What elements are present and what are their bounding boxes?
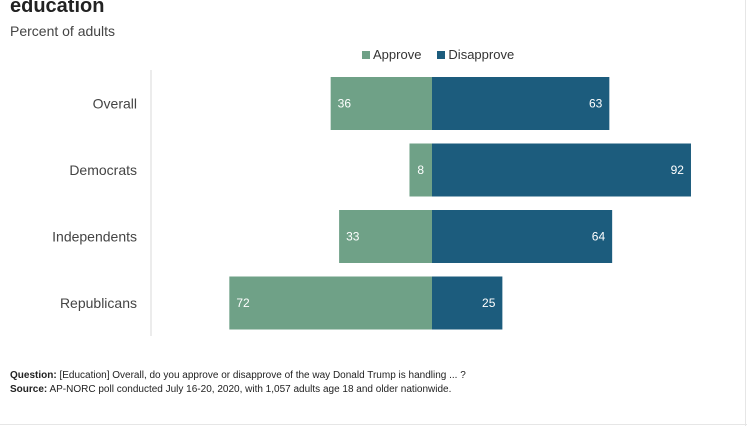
bar-disapprove-independents xyxy=(432,210,613,263)
bar-disapprove-republicans xyxy=(432,276,503,330)
value-label-approve-republicans: 72 xyxy=(236,296,250,310)
bar-chart: Overall 36 63 Democrats 8 92 Independents 33 64 R… xyxy=(52,70,691,336)
legend-label-approve: Approve xyxy=(373,47,422,62)
category-label-republicans: Republicans xyxy=(60,295,137,311)
value-label-approve-democrats: 8 xyxy=(417,163,424,177)
bar-approve-independents xyxy=(339,210,432,263)
value-label-disapprove-overall: 63 xyxy=(589,97,603,111)
question-text: [Education] Overall, do you approve or d… xyxy=(56,370,466,381)
bottom-divider xyxy=(0,424,747,425)
value-label-disapprove-independents: 64 xyxy=(592,230,606,244)
legend-item-approve: Approve xyxy=(362,47,421,62)
category-label-democrats: Democrats xyxy=(69,162,137,178)
bar-approve-overall xyxy=(330,77,432,130)
bar-approve-republicans xyxy=(229,276,432,330)
question-line: Question: [Education] Overall, do you ap… xyxy=(10,369,466,383)
chart-legend: Approve Disapprove xyxy=(362,47,514,62)
chart-footnote: Question: [Education] Overall, do you ap… xyxy=(10,369,466,397)
source-label: Source: xyxy=(10,384,48,395)
legend-label-disapprove: Disapprove xyxy=(448,47,515,62)
value-label-disapprove-republicans: 25 xyxy=(482,296,496,310)
legend-swatch-disapprove xyxy=(437,50,446,59)
value-label-disapprove-democrats: 92 xyxy=(671,163,685,177)
legend-item-disapprove: Disapprove xyxy=(437,47,514,62)
category-label-overall: Overall xyxy=(93,96,137,112)
right-divider xyxy=(745,0,746,426)
legend-swatch-approve xyxy=(362,50,370,59)
value-label-approve-independents: 33 xyxy=(346,230,360,244)
value-label-approve-overall: 36 xyxy=(338,97,352,111)
source-text: AP-NORC poll conducted July 16-20, 2020,… xyxy=(47,384,452,395)
bar-approve-democrats xyxy=(409,143,432,197)
source-line: Source: AP-NORC poll conducted July 16-2… xyxy=(10,383,466,397)
bar-disapprove-democrats xyxy=(432,143,691,197)
question-label: Question: xyxy=(10,370,57,381)
category-label-independents: Independents xyxy=(52,229,137,245)
bar-disapprove-overall xyxy=(432,77,610,130)
chart-title: education xyxy=(10,0,105,17)
chart-subtitle: Percent of adults xyxy=(10,23,116,39)
